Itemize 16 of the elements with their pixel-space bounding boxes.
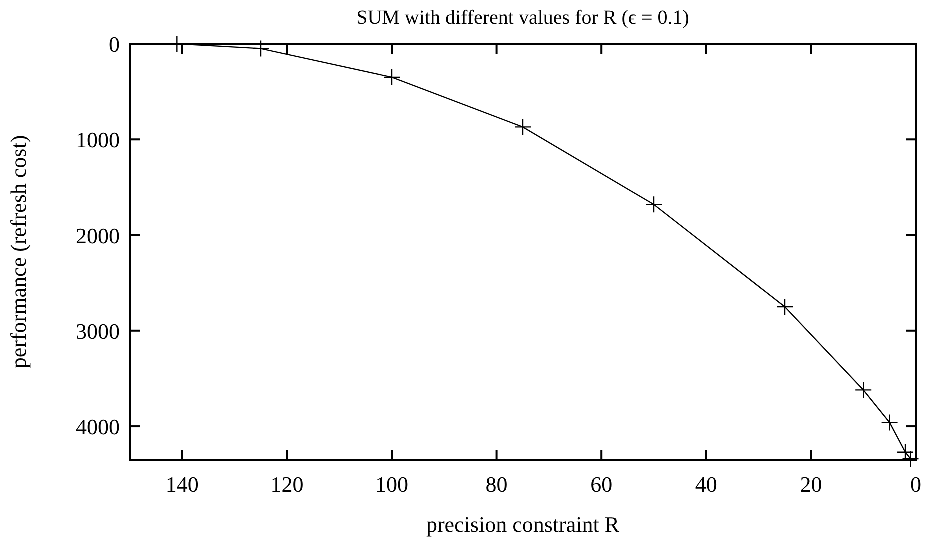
x-tick-label: 120 [270,472,304,497]
x-tick-label: 0 [910,472,922,497]
x-tick-label: 80 [486,472,508,497]
x-axis-title: precision constraint R [426,512,620,537]
y-tick-label: 3000 [76,318,120,344]
x-tick-label: 100 [376,472,408,497]
y-axis-title: performance (refresh cost) [6,135,31,369]
chart-title: SUM with different values for R (ϵ = 0.1) [356,7,690,29]
y-tick-label: 0 [109,32,120,57]
x-tick-label: 20 [800,472,822,497]
y-tick-label: 2000 [76,223,120,248]
y-tick-label: 1000 [76,128,120,153]
x-tick-label: 40 [695,472,718,497]
x-tick-label: 140 [166,472,199,497]
x-tick-label: 60 [590,472,613,497]
y-tick-label: 4000 [76,414,120,440]
